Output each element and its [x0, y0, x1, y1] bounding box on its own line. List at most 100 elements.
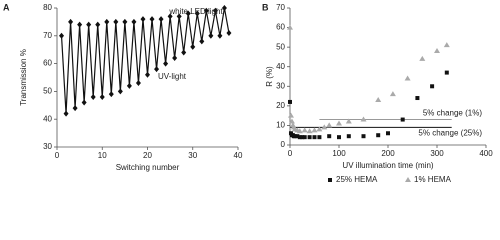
y-tick-label: 80	[43, 3, 52, 12]
y-tick-label: 50	[43, 87, 52, 96]
marker	[326, 122, 333, 128]
marker	[117, 88, 123, 95]
legend-label: 1% HEMA	[414, 175, 452, 184]
x-tick-label: 20	[143, 151, 152, 160]
marker	[361, 134, 366, 139]
marker	[99, 93, 105, 100]
y-tick-label: 10	[276, 121, 285, 130]
x-tick-label: 0	[288, 149, 293, 158]
legend-marker	[328, 178, 332, 182]
marker	[288, 118, 295, 124]
marker	[312, 135, 317, 140]
marker	[287, 112, 294, 118]
y-tick-label: 50	[276, 42, 285, 51]
y-tick-label: 70	[43, 31, 52, 40]
y-tick-label: 40	[276, 62, 285, 71]
marker	[336, 120, 342, 126]
marker	[415, 96, 420, 101]
x-tick-label: 400	[479, 149, 493, 158]
marker	[158, 16, 164, 23]
threshold-label: 5% change (25%)	[418, 128, 482, 137]
marker	[108, 91, 114, 98]
x-axis-label: Switching number	[116, 163, 180, 172]
marker	[292, 134, 297, 139]
legend-label: 25% HEMA	[336, 175, 378, 184]
marker	[90, 93, 96, 100]
panel-label: B	[262, 2, 269, 12]
marker	[311, 127, 318, 133]
marker	[444, 70, 449, 75]
marker	[167, 13, 173, 20]
marker	[122, 18, 128, 25]
marker	[300, 135, 305, 140]
x-tick-label: 0	[55, 151, 60, 160]
marker	[296, 128, 303, 134]
marker	[287, 24, 293, 30]
x-tick-label: 200	[381, 149, 395, 158]
marker	[113, 18, 119, 25]
marker	[149, 16, 155, 23]
marker	[126, 82, 132, 89]
marker	[345, 118, 352, 124]
marker	[86, 21, 92, 28]
marker	[140, 16, 146, 23]
x-tick-label: 100	[332, 149, 346, 158]
marker	[389, 91, 396, 97]
y-tick-label: 70	[276, 3, 285, 12]
marker	[185, 10, 191, 17]
marker	[81, 99, 87, 106]
marker	[95, 21, 101, 28]
marker	[302, 135, 307, 140]
y-tick-label: 30	[276, 81, 285, 90]
x-tick-label: 300	[430, 149, 444, 158]
marker	[145, 71, 150, 78]
marker	[176, 13, 182, 20]
marker	[104, 18, 110, 25]
marker	[316, 126, 323, 132]
y-tick-label: 30	[43, 142, 52, 151]
y-tick-label: 60	[276, 23, 285, 32]
marker	[376, 133, 381, 138]
marker	[212, 7, 218, 14]
marker	[221, 5, 227, 11]
marker	[430, 84, 435, 89]
x-tick-label: 30	[188, 151, 197, 160]
y-axis-label: Transmission %	[19, 49, 28, 106]
marker	[63, 110, 69, 117]
marker	[327, 134, 332, 139]
marker	[434, 48, 440, 54]
marker	[208, 32, 214, 39]
x-tick-label: 10	[98, 151, 107, 160]
marker	[163, 60, 169, 67]
marker	[360, 116, 367, 122]
marker	[194, 10, 200, 17]
marker	[404, 75, 411, 81]
line	[60, 7, 230, 114]
y-axis-label: R (%)	[265, 66, 274, 87]
panel-label: A	[3, 2, 10, 12]
marker	[154, 66, 160, 73]
y-tick-label: 0	[281, 140, 286, 149]
marker	[203, 7, 209, 14]
threshold-label: 5% change (1%)	[423, 109, 482, 118]
marker	[386, 131, 390, 136]
marker	[68, 18, 74, 25]
figure: A 30 40 50 60 70 80 0 10 20 30 40 Switching number Tr…	[3, 2, 493, 184]
x-axis-label: UV illumination time (min)	[342, 161, 433, 170]
marker	[443, 42, 450, 48]
marker	[301, 127, 308, 133]
marker	[135, 80, 141, 87]
marker	[346, 134, 351, 139]
annotation: white LED light	[168, 7, 223, 16]
marker	[317, 135, 322, 140]
marker	[288, 99, 292, 104]
marker	[217, 32, 223, 39]
y-tick-label: 40	[43, 114, 52, 123]
marker	[131, 18, 137, 25]
marker	[199, 38, 205, 45]
marker	[190, 43, 196, 50]
marker	[306, 128, 313, 134]
marker	[337, 135, 341, 140]
marker	[400, 117, 405, 122]
marker	[181, 49, 187, 56]
